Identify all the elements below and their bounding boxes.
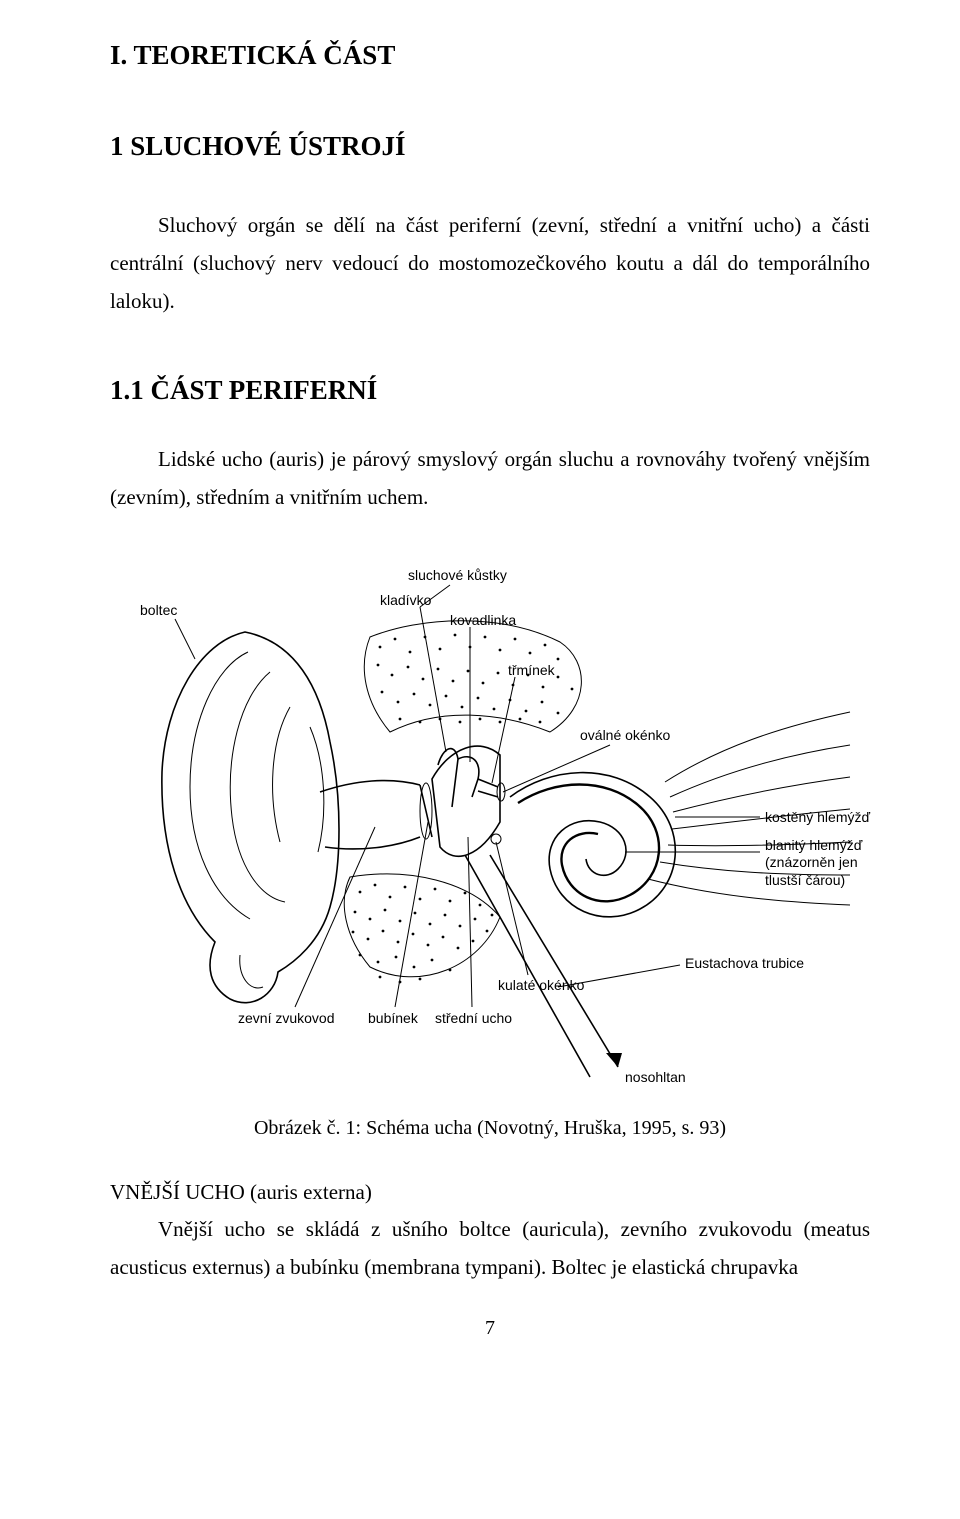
- label-kladivko: kladívko: [380, 592, 431, 610]
- heading-section: 1.1 ČÁST PERIFERNÍ: [110, 375, 870, 406]
- figure-caption: Obrázek č. 1: Schéma ucha (Novotný, Hruš…: [110, 1117, 870, 1140]
- label-stredni-ucho: střední ucho: [435, 1010, 512, 1028]
- page-number: 7: [110, 1317, 870, 1340]
- subheading-outer-ear: VNĚJŠÍ UCHO (auris externa): [110, 1180, 870, 1205]
- heading-chapter: 1 SLUCHOVÉ ÚSTROJÍ: [110, 131, 870, 162]
- label-trminek: třmínek: [508, 662, 555, 680]
- label-kosteny-hlemyzd: kostěný hlemýžď: [765, 809, 870, 827]
- outer-ear-paragraph: Vnější ucho se skládá z ušního boltce (a…: [110, 1211, 870, 1287]
- label-kulate-okenko: kulaté okénko: [498, 977, 584, 995]
- section-paragraph-1: Lidské ucho (auris) je párový smyslový o…: [110, 441, 870, 517]
- figure-container: boltec sluchové kůstky kladívko kovadlin…: [110, 547, 870, 1107]
- label-kovadlinka: kovadlinka: [450, 612, 516, 630]
- ear-diagram: boltec sluchové kůstky kladívko kovadlin…: [120, 547, 860, 1107]
- label-nosohltan: nosohltan: [625, 1069, 686, 1087]
- label-eustachova: Eustachova trubice: [685, 955, 804, 973]
- intro-paragraph: Sluchový orgán se dělí na část periferní…: [110, 207, 870, 320]
- page: I. TEORETICKÁ ČÁST 1 SLUCHOVÉ ÚSTROJÍ Sl…: [0, 0, 960, 1380]
- label-sluchove-kustky: sluchové kůstky: [408, 567, 507, 585]
- cochlea: [510, 773, 675, 917]
- label-blanity-hlemyzd: blanitý hlemýžď (znázorněn jen tlustší č…: [765, 837, 875, 890]
- label-boltec: boltec: [140, 602, 177, 620]
- heading-part: I. TEORETICKÁ ČÁST: [110, 40, 870, 71]
- label-zevni-zvukovod: zevní zvukovod: [238, 1010, 335, 1028]
- label-bubinek: bubínek: [368, 1010, 418, 1028]
- label-ovalne-okenko: oválné okénko: [580, 727, 670, 745]
